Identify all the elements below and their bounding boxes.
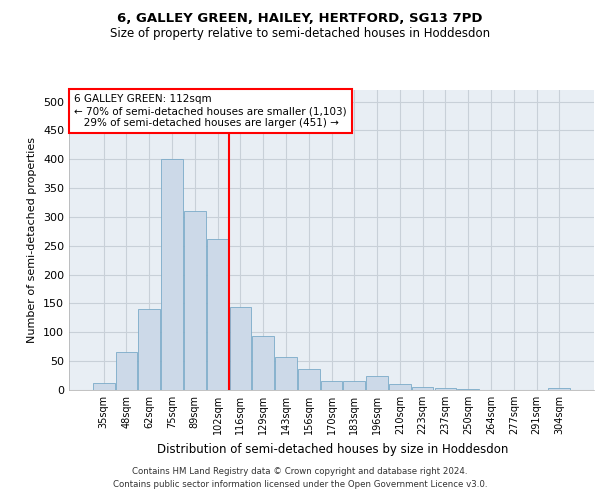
Bar xyxy=(116,352,137,390)
Bar xyxy=(548,388,570,390)
Text: Contains HM Land Registry data © Crown copyright and database right 2024.: Contains HM Land Registry data © Crown c… xyxy=(132,467,468,476)
Bar xyxy=(93,383,115,390)
Bar xyxy=(207,240,229,390)
Text: 6 GALLEY GREEN: 112sqm
← 70% of semi-detached houses are smaller (1,103)
   29% : 6 GALLEY GREEN: 112sqm ← 70% of semi-det… xyxy=(74,94,347,128)
Bar xyxy=(275,356,297,390)
Y-axis label: Number of semi-detached properties: Number of semi-detached properties xyxy=(28,137,37,343)
Bar xyxy=(366,376,388,390)
Bar xyxy=(389,384,410,390)
Text: 6, GALLEY GREEN, HAILEY, HERTFORD, SG13 7PD: 6, GALLEY GREEN, HAILEY, HERTFORD, SG13 … xyxy=(117,12,483,26)
Bar xyxy=(457,389,479,390)
Bar xyxy=(253,336,274,390)
Bar xyxy=(161,158,183,390)
Text: Distribution of semi-detached houses by size in Hoddesdon: Distribution of semi-detached houses by … xyxy=(157,442,509,456)
Bar xyxy=(343,381,365,390)
Text: Size of property relative to semi-detached houses in Hoddesdon: Size of property relative to semi-detach… xyxy=(110,28,490,40)
Bar xyxy=(184,210,206,390)
Text: Contains public sector information licensed under the Open Government Licence v3: Contains public sector information licen… xyxy=(113,480,487,489)
Bar xyxy=(434,388,456,390)
Bar xyxy=(412,387,433,390)
Bar xyxy=(320,382,343,390)
Bar xyxy=(139,309,160,390)
Bar xyxy=(230,307,251,390)
Bar xyxy=(298,368,320,390)
